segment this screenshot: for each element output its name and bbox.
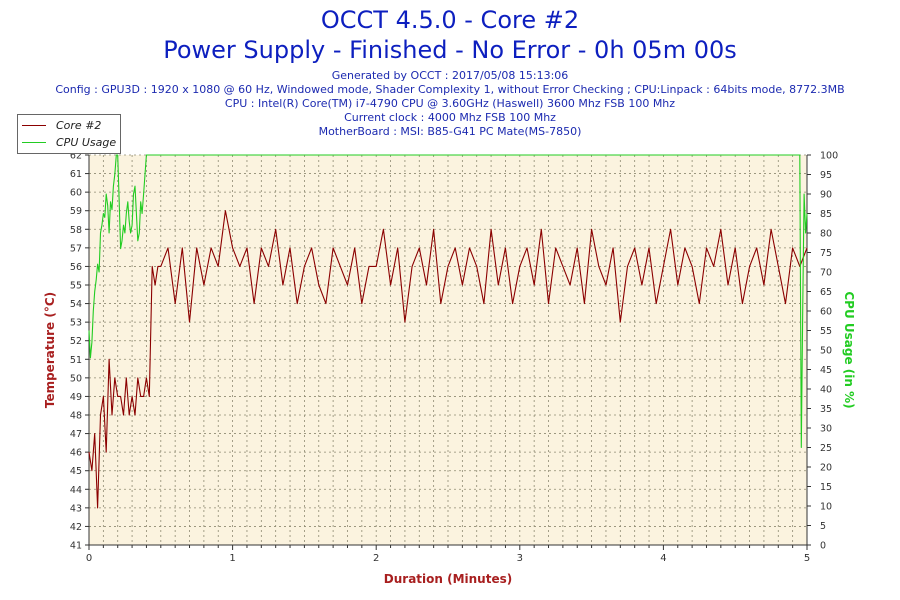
legend-swatch-cpu-usage <box>22 141 46 143</box>
x-tick-label: 4 <box>660 553 666 564</box>
y-tick-label: 51 <box>70 355 82 366</box>
y-tick-label: 57 <box>70 243 82 254</box>
cpu-info: CPU : Intel(R) Core(TM) i7-4790 CPU @ 3.… <box>224 97 676 110</box>
y2-tick-label: 60 <box>820 307 832 318</box>
y-tick-label: 52 <box>70 336 82 347</box>
y2-tick-label: 75 <box>820 248 832 259</box>
y-tick-label: 60 <box>70 188 82 199</box>
y2-tick-label: 80 <box>820 229 832 240</box>
y-axis-title: Temperature (°C) <box>43 292 57 408</box>
y2-tick-label: 20 <box>820 463 832 474</box>
y2-tick-label: 100 <box>820 151 838 162</box>
y-tick-label: 54 <box>70 299 82 310</box>
config-info: Config : GPU3D : 1920 x 1080 @ 60 Hz, Wi… <box>55 83 845 96</box>
y-tick-label: 44 <box>70 485 82 496</box>
y-tick-label: 42 <box>70 522 82 533</box>
legend-label-cpu-usage: CPU Usage <box>56 135 117 149</box>
y-tick-label: 61 <box>70 169 82 180</box>
y-tick-label: 55 <box>70 281 82 292</box>
y2-tick-label: 35 <box>820 404 832 415</box>
legend-swatch-core2 <box>22 124 46 126</box>
legend-item-core2: Core #2 <box>22 117 101 133</box>
y2-axis-title: CPU Usage (in %) <box>842 291 856 408</box>
y-tick-label: 56 <box>70 262 82 273</box>
y-tick-label: 53 <box>70 318 82 329</box>
x-tick-label: 3 <box>517 553 523 564</box>
y2-tick-label: 10 <box>820 502 832 513</box>
x-tick-label: 2 <box>373 553 379 564</box>
y-tick-label: 41 <box>70 541 82 552</box>
x-tick-label: 0 <box>86 553 92 564</box>
y2-tick-label: 70 <box>820 268 832 279</box>
y2-tick-label: 25 <box>820 443 832 454</box>
y2-tick-label: 40 <box>820 385 832 396</box>
generated-info: Generated by OCCT : 2017/05/08 15:13:06 <box>331 69 569 82</box>
series-line-core2 <box>88 210 808 509</box>
y2-tick-label: 55 <box>820 326 832 337</box>
y2-tick-label: 95 <box>820 170 832 181</box>
y-tick-label: 45 <box>70 466 82 477</box>
series-line-cpu-usage <box>88 154 808 449</box>
legend-item-cpu-usage: CPU Usage <box>22 134 116 150</box>
y-tick-label: 58 <box>70 225 82 236</box>
legend-label-core2: Core #2 <box>56 118 102 132</box>
y-tick-label: 47 <box>70 429 82 440</box>
y2-tick-label: 65 <box>820 287 832 298</box>
clock-info: Current clock : 4000 Mhz FSB 100 Mhz <box>344 111 556 124</box>
y-tick-label: 50 <box>70 373 82 384</box>
y2-tick-label: 0 <box>820 541 826 552</box>
y2-tick-label: 5 <box>820 521 826 532</box>
y-tick-label: 46 <box>70 448 82 459</box>
y-tick-label: 49 <box>70 392 82 403</box>
legend: Core #2 CPU Usage <box>17 114 121 154</box>
y2-tick-label: 45 <box>820 365 832 376</box>
y2-tick-label: 30 <box>820 424 832 435</box>
y2-tick-label: 85 <box>820 209 832 220</box>
motherboard-info: MotherBoard : MSI: B85-G41 PC Mate(MS-78… <box>318 125 582 138</box>
y2-tick-label: 50 <box>820 346 832 357</box>
x-axis-title: Duration (Minutes) <box>384 572 512 586</box>
y-tick-label: 62 <box>70 151 82 162</box>
x-tick-label: 5 <box>804 553 810 564</box>
y-tick-label: 43 <box>70 503 82 514</box>
y-tick-label: 59 <box>70 206 82 217</box>
y-tick-label: 48 <box>70 411 82 422</box>
chart-subtitle: Power Supply - Finished - No Error - 0h … <box>163 36 737 64</box>
y2-tick-label: 15 <box>820 482 832 493</box>
chart-title: OCCT 4.5.0 - Core #2 <box>320 6 580 34</box>
y2-tick-label: 90 <box>820 190 832 201</box>
x-tick-label: 1 <box>229 553 235 564</box>
